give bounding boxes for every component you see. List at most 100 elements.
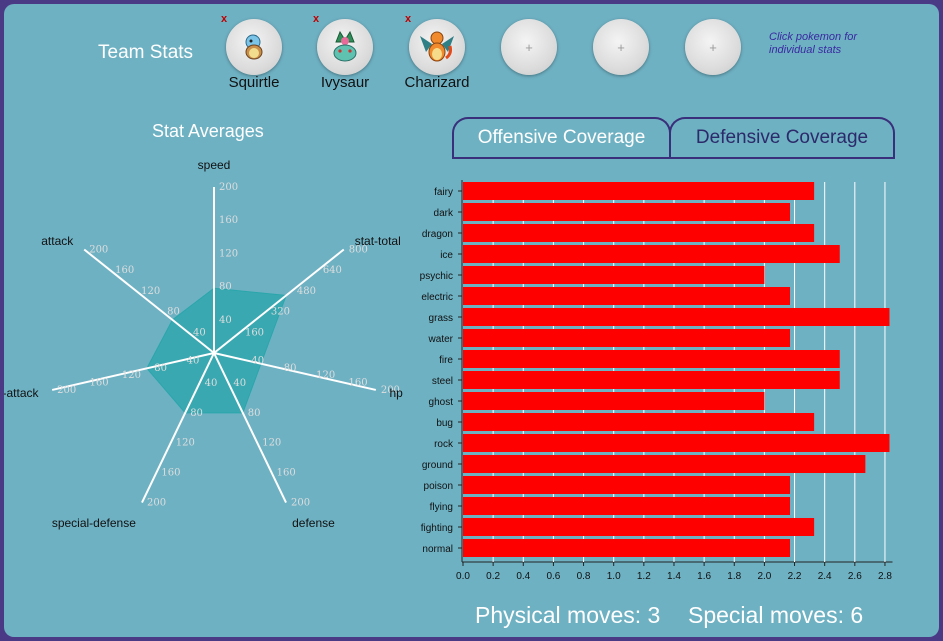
empty-slot-6[interactable]: + [685,19,741,75]
radar-tick-label: 120 [122,370,141,381]
y-tick-label: poison [424,481,453,492]
ivysaur-sprite-icon [333,30,357,62]
y-tick-label: fairy [434,187,453,198]
radar-tick-label: 160 [90,378,109,389]
stat-averages-radar-chart: 40 80 120 160 200 speed 160 320 480 640 800stat-to… [4,158,403,530]
radar-tick-label: 800 [349,245,368,256]
coverage-bar-fairy [463,182,815,200]
radar-tick-label: 160 [219,215,238,226]
radar-tick-label: 120 [219,248,238,259]
y-tick-label: grass [429,313,453,324]
empty-slot-4[interactable]: + [501,19,557,75]
team-stats-title: Team Stats [98,42,194,63]
radar-tick-label: 80 [284,363,297,374]
add-icon: + [709,39,717,55]
click-pokemon-hint: Click pokemon for individual stats [769,31,858,56]
coverage-bar-psychic [463,266,765,284]
radar-tick-label: 120 [316,370,335,381]
radar-tick-label: 80 [248,408,261,419]
radar-tick-label: 120 [141,286,160,297]
y-tick-label: fighting [421,523,453,534]
team-slot-ivysaur[interactable] [317,19,373,75]
empty-slot-5[interactable]: + [593,19,649,75]
x-tick-label: 2.4 [818,571,832,582]
radar-tick-label: 40 [205,378,218,389]
coverage-bar-ground [463,455,866,473]
radar-tick-label: 200 [381,385,400,396]
y-tick-label: water [428,334,454,345]
radar-tick-label: 160 [245,327,264,338]
radar-axis-label: special-attack [4,386,40,400]
add-icon: + [617,39,625,55]
radar-tick-label: 160 [161,468,180,479]
team-member-name: Ivysaur [320,74,370,91]
x-tick-label: 0.0 [456,571,470,582]
radar-tick-label: 40 [193,327,206,338]
coverage-bar-water [463,329,791,347]
coverage-bar-fire [463,350,840,368]
y-tick-label: ghost [429,397,454,408]
team-stats-panel: Team Stats x Squirtle x Ivysaur x [4,4,939,637]
radar-axis-label: defense [292,516,335,530]
y-tick-label: psychic [420,271,453,282]
coverage-bar-steel [463,371,840,389]
radar-axis-stat-total [213,248,345,354]
radar-tick-label: 200 [57,385,76,396]
radar-tick-label: 80 [154,363,167,374]
radar-tick-label: 80 [219,282,232,293]
team-slot-charizard[interactable] [409,19,465,75]
x-tick-label: 1.0 [607,571,621,582]
coverage-bar-flying [463,497,791,515]
radar-axis-label: stat-total [355,234,401,248]
x-tick-label: 1.6 [697,571,711,582]
radar-tick-label: 200 [89,245,108,256]
offensive-coverage-bar-chart: 0.0 0.2 0.4 0.6 0.8 1.0 1.2 1.4 1.6 1.8 2.0 2.2 2.4 2… [420,180,893,582]
y-tick-label: rock [434,439,454,450]
x-tick-label: 0.8 [577,571,591,582]
radar-tick-label: 40 [251,355,264,366]
coverage-bar-normal [463,539,791,557]
radar-axis-hp [213,352,377,391]
radar-axis-special-attack [51,352,215,391]
remove-squirtle-button[interactable]: x [221,13,228,25]
radar-tick-label: 40 [233,378,246,389]
radar-tick-label: 40 [187,355,200,366]
y-tick-label: normal [422,544,453,555]
remove-ivysaur-button[interactable]: x [313,13,320,25]
team-member-name: Charizard [404,74,470,91]
add-icon: + [525,39,533,55]
stat-averages-title: Stat Averages [152,121,264,141]
tab-defensive-coverage[interactable]: Defensive Coverage [669,117,895,157]
radar-tick-label: 120 [176,438,195,449]
team-member-name: Squirtle [228,74,280,91]
y-tick-label: fire [439,355,453,366]
radar-axis-label: attack [41,234,74,248]
radar-tick-label: 160 [348,378,367,389]
team-slot-squirtle[interactable] [226,19,282,75]
tab-offensive-coverage[interactable]: Offensive Coverage [452,117,671,157]
x-tick-label: 0.2 [486,571,500,582]
radar-tick-label: 640 [323,265,342,276]
y-tick-label: bug [436,418,453,429]
radar-tick-label: 40 [219,315,232,326]
radar-tick-label: 80 [190,408,203,419]
coverage-bar-grass [463,308,890,326]
radar-axis-attack [83,248,215,354]
x-tick-label: 2.0 [757,571,771,582]
tab-underline [452,157,895,159]
coverage-bar-ghost [463,392,765,410]
charizard-sprite-icon [420,31,454,62]
radar-tick-label: 120 [262,438,281,449]
coverage-bar-electric [463,287,791,305]
y-tick-label: flying [430,502,453,513]
x-tick-label: 0.6 [546,571,560,582]
coverage-bar-fighting [463,518,815,536]
radar-tick-label: 160 [277,468,296,479]
coverage-bar-bug [463,413,815,431]
radar-tick-label: 80 [167,307,180,318]
remove-charizard-button[interactable]: x [405,13,412,25]
y-tick-label: dark [434,208,454,219]
x-tick-label: 1.4 [667,571,681,582]
y-tick-label: dragon [422,229,453,240]
coverage-bar-dark [463,203,791,221]
